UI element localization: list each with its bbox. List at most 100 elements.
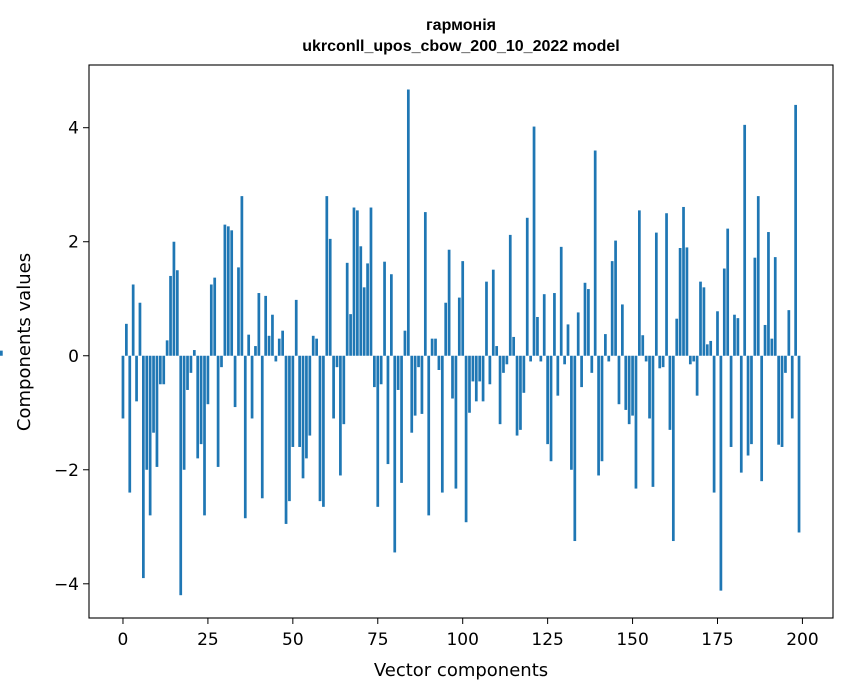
bar-component-6: [142, 355, 145, 579]
bar-component-193: [777, 355, 780, 445]
bar-component-162: [671, 355, 675, 542]
bar-component-122: [536, 316, 539, 356]
bar-component-128: [556, 355, 560, 396]
bar-component-41: [260, 355, 264, 499]
x-tick-label: 25: [197, 630, 219, 650]
bar-component-90: [427, 355, 431, 516]
bar-component-182: [739, 355, 743, 473]
bar-component-64: [339, 355, 342, 476]
bar-component-8: [148, 355, 152, 516]
bar-component-195: [784, 355, 787, 373]
bar-component-17: [179, 355, 183, 596]
bar-component-20: [189, 355, 193, 373]
bar-component-28: [216, 355, 220, 467]
bar-component-179: [729, 355, 733, 447]
bar-component-186: [753, 257, 757, 356]
bar-component-9: [152, 355, 155, 433]
x-tick-label: 0: [118, 630, 129, 650]
bar-component-25: [206, 355, 210, 405]
bar-component-89: [423, 212, 427, 356]
y-tick-label: −4: [54, 575, 79, 595]
bar-component-97: [451, 355, 454, 399]
bar-component-91: [430, 338, 434, 356]
bar-component-105: [478, 355, 482, 382]
bar-component-141: [600, 355, 604, 462]
bar-component-136: [583, 282, 587, 356]
bar-component-59: [322, 355, 325, 507]
bar-component-86: [413, 355, 417, 416]
bar-component-159: [661, 355, 665, 368]
bar-component-46: [277, 338, 281, 356]
bar-component-123: [539, 355, 543, 362]
bar-component-82: [400, 355, 403, 483]
bar-component-100: [461, 261, 465, 356]
bar-component-13: [165, 340, 169, 356]
bar-component-21: [192, 350, 196, 356]
bar-component-192: [773, 257, 777, 356]
bar-component-143: [607, 355, 611, 362]
bar-component-170: [699, 281, 702, 356]
bar-component-132: [570, 355, 573, 470]
bar-component-74: [373, 355, 376, 388]
bar-component-161: [668, 355, 672, 430]
bar-component-168: [692, 355, 696, 362]
bar-component-40: [257, 293, 261, 356]
bar-component-61: [328, 238, 332, 356]
bar-component-138: [590, 355, 594, 373]
bar-component-155: [648, 355, 651, 419]
bar-component-undefined: [0, 350, 3, 356]
bar-component-107: [485, 281, 488, 356]
bar-component-56: [311, 335, 315, 356]
bar-component-92: [434, 338, 437, 356]
bar-component-126: [549, 355, 553, 462]
bar-component-104: [474, 355, 478, 402]
bar-component-129: [559, 246, 563, 356]
bar-component-149: [627, 355, 631, 425]
bar-component-127: [553, 293, 556, 356]
bar-component-108: [488, 355, 492, 385]
bar-component-199: [797, 355, 801, 533]
bar-component-98: [454, 355, 458, 489]
bar-component-39: [254, 346, 257, 356]
bar-component-153: [641, 335, 645, 356]
bar-component-181: [736, 318, 740, 356]
bar-component-177: [722, 268, 726, 356]
bar-component-72: [366, 263, 369, 356]
bar-component-69: [356, 210, 359, 356]
bar-component-139: [593, 150, 597, 356]
bar-component-102: [468, 355, 471, 413]
bar-component-131: [566, 324, 570, 356]
bar-component-164: [678, 248, 682, 356]
bar-component-151: [634, 355, 638, 489]
bar-component-5: [138, 302, 142, 356]
bar-component-137: [587, 289, 590, 356]
bar-component-124: [542, 294, 546, 356]
bar-component-106: [481, 355, 485, 402]
bar-component-121: [532, 126, 536, 356]
bar-component-93: [437, 355, 441, 370]
bar-component-191: [770, 338, 774, 356]
x-tick-label: 200: [786, 630, 818, 650]
bar-component-118: [522, 355, 526, 393]
bar-component-135: [580, 355, 583, 388]
bar-component-160: [665, 213, 668, 356]
bar-component-43: [267, 335, 271, 356]
bar-component-31: [226, 226, 230, 356]
bar-component-110: [495, 346, 499, 356]
bar-component-57: [315, 338, 318, 356]
bar-component-44: [271, 314, 274, 356]
bar-component-54: [305, 355, 308, 459]
bar-component-47: [281, 330, 284, 356]
bar-component-133: [573, 355, 577, 542]
bar-component-68: [352, 207, 356, 356]
bar-component-112: [502, 355, 505, 373]
bar-component-7: [145, 355, 149, 470]
y-tick-label: −2: [54, 461, 79, 481]
x-tick-label: 125: [531, 630, 563, 650]
bar-component-78: [386, 355, 390, 465]
bar-component-81: [396, 355, 400, 390]
bar-component-196: [787, 310, 791, 356]
bar-component-10: [155, 355, 159, 467]
x-tick-label: 175: [701, 630, 733, 650]
